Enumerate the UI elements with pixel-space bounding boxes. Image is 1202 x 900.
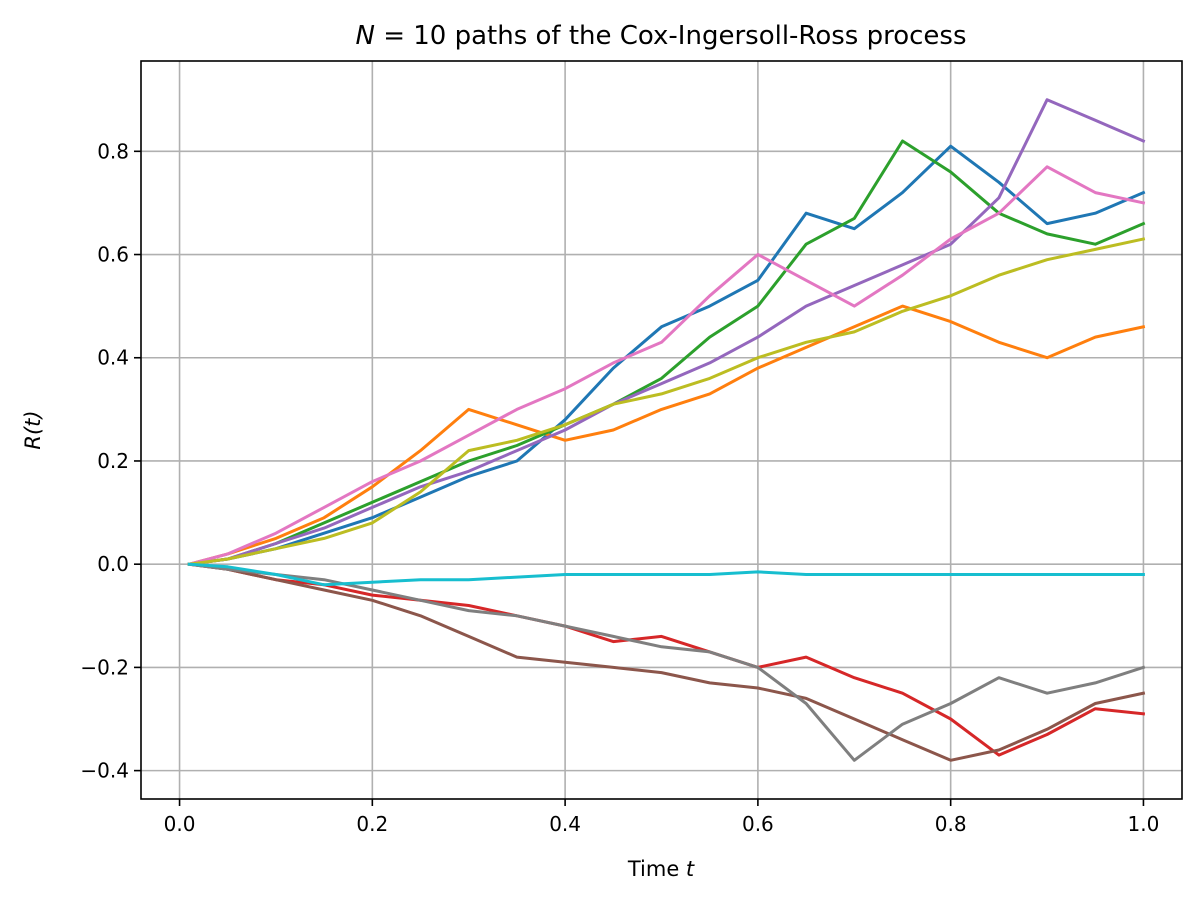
plot-clip <box>187 98 1146 762</box>
x-tick-label: 0.0 <box>164 812 196 836</box>
y-tick-label: 0.2 <box>97 449 129 473</box>
chart-title: N = 10 paths of the Cox-Ingersoll-Ross p… <box>355 21 966 51</box>
series-line-6 <box>187 562 1146 762</box>
x-tick-label: 0.2 <box>356 812 388 836</box>
y-tick-label: −0.2 <box>80 655 129 679</box>
series-line-5 <box>187 98 1146 566</box>
x-tick-label: 1.0 <box>1128 812 1160 836</box>
y-axis-label: R(t) <box>21 410 45 449</box>
x-tick-label: 0.6 <box>742 812 774 836</box>
y-tick-label: 0.4 <box>97 346 129 370</box>
series-line-10 <box>187 562 1145 587</box>
plot-frame <box>140 60 1183 800</box>
x-tick-label: 0.8 <box>935 812 967 836</box>
title-prefix: N <box>355 21 374 51</box>
plot-area <box>141 61 1182 799</box>
series-lines <box>187 98 1146 762</box>
x-axis-label-text: Time <box>627 857 686 881</box>
series-line-3 <box>187 139 1146 566</box>
x-axis-label-var: t <box>686 857 695 881</box>
series-line-9 <box>187 237 1146 566</box>
y-tick-label: 0.8 <box>97 139 129 163</box>
series-line-7 <box>187 165 1146 567</box>
series-line-2 <box>187 304 1146 567</box>
y-tick-label: 0.0 <box>97 552 129 576</box>
series-line-4 <box>187 562 1146 757</box>
title-rest: = 10 paths of the Cox-Ingersoll-Ross pro… <box>375 21 967 51</box>
y-axis-ticks: −0.4 −0.2 0.0 0.2 0.4 0.6 0.8 <box>80 139 141 783</box>
y-tick-label: −0.4 <box>80 759 129 783</box>
x-axis-label: Time t <box>627 857 695 881</box>
series-line-1 <box>187 144 1146 566</box>
y-tick-label: 0.6 <box>97 243 129 267</box>
x-axis-ticks: 0.0 0.2 0.4 0.6 0.8 1.0 <box>164 799 1160 836</box>
x-tick-label: 0.4 <box>549 812 581 836</box>
